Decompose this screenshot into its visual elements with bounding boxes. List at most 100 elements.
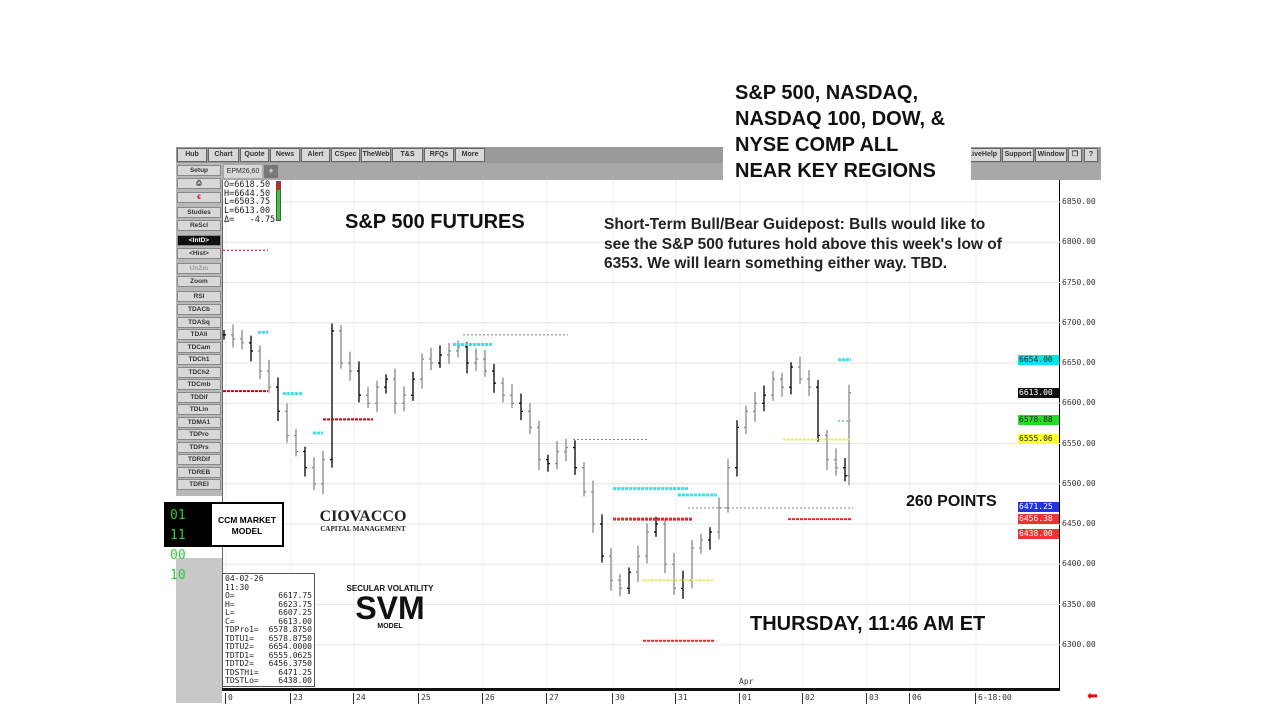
- price-bar: [240, 329, 244, 350]
- toolbar-button-hub[interactable]: Hub: [177, 148, 207, 162]
- price-bar: [357, 361, 361, 403]
- data-row: L= 6607.25: [225, 608, 312, 618]
- side-button-tdma1[interactable]: TDMA1: [177, 417, 221, 428]
- toolbar-button-window[interactable]: Window: [1035, 148, 1067, 162]
- timestamp-note: THURSDAY, 11:46 AM ET: [750, 613, 986, 635]
- volume-bar-indicator: [276, 181, 281, 221]
- data-row: C= 6613.00: [225, 616, 312, 627]
- side-button-tdprs[interactable]: TDPrs: [177, 442, 221, 453]
- data-value: 6578.8750: [268, 625, 312, 634]
- price-bar: [321, 450, 325, 495]
- price-bar: [834, 448, 838, 476]
- price-bar: [312, 457, 316, 491]
- price-bar: [438, 345, 442, 368]
- side-button-tdch1[interactable]: TDCh1: [177, 354, 221, 365]
- price-bar: [465, 342, 469, 374]
- side-button-zoom[interactable]: Zoom: [177, 276, 221, 287]
- toolbar-button-ts[interactable]: T&S: [392, 148, 423, 162]
- price-bar: [519, 393, 523, 421]
- side-button-tdreb[interactable]: TDREB: [177, 467, 221, 478]
- price-axis[interactable]: 6300.00 6350.00 6400.00 6450.00 6500.00 6550.…: [1060, 180, 1101, 703]
- side-button-setup[interactable]: Setup: [177, 165, 221, 176]
- toolbar-button-chart[interactable]: Chart: [208, 148, 239, 162]
- price-tick-label: 6450.00: [1062, 519, 1096, 528]
- price-bar: [285, 403, 289, 443]
- side-button-intd[interactable]: <IntD>: [177, 235, 221, 246]
- side-button-tdali[interactable]: TDAli: [177, 329, 221, 340]
- price-bar: [330, 323, 334, 468]
- toolbar-button-alert[interactable]: Alert: [301, 148, 330, 162]
- price-chart[interactable]: [222, 180, 1061, 690]
- data-value: 6613.00: [278, 616, 312, 626]
- price-bar: [591, 480, 595, 533]
- price-tick-label: 6700.00: [1062, 317, 1096, 327]
- side-button-tdlin[interactable]: TDLin: [177, 404, 221, 415]
- toolbar-button-restore[interactable]: ❐: [1068, 148, 1082, 162]
- ohlc-header: O=6618.50 H=6644.50 L=6503.75 L=6613.00 Δ= -…: [224, 181, 275, 225]
- time-tick-label: 24: [353, 693, 366, 704]
- toolbar-button-quote[interactable]: Quote: [240, 148, 269, 162]
- side-button-tdasq[interactable]: TDASq: [177, 317, 221, 328]
- price-tick-label: 6850.00: [1062, 197, 1096, 206]
- price-bar: [555, 441, 559, 470]
- price-tick-label: 6750.00: [1062, 277, 1096, 287]
- side-button-tdpro[interactable]: TDPro: [177, 429, 221, 440]
- scroll-left-arrow-icon[interactable]: ⬅: [1087, 688, 1098, 703]
- price-bar: [528, 403, 532, 434]
- toolbar-button-theweb[interactable]: TheWeb: [361, 148, 391, 162]
- price-tag: 6654.00: [1018, 354, 1059, 365]
- time-tick-label: 31: [675, 693, 688, 704]
- side-button-tddif[interactable]: TDDif: [177, 392, 221, 403]
- price-tick-label: 6350.00: [1062, 599, 1096, 609]
- side-button-unzm[interactable]: UnZm: [177, 263, 221, 274]
- price-bar: [249, 335, 253, 362]
- price-bar: [492, 363, 496, 393]
- toolbar-button-cspec[interactable]: CSpec: [331, 148, 360, 162]
- side-button-exit[interactable]: €: [177, 192, 221, 203]
- price-bar: [411, 371, 415, 401]
- price-bar: [303, 446, 307, 477]
- data-value: 6617.75: [278, 591, 312, 600]
- price-bar: [429, 347, 433, 371]
- price-bar: [402, 386, 406, 412]
- price-bar: [267, 359, 271, 393]
- price-bar: [708, 527, 712, 550]
- data-value: 6456.3750: [268, 659, 312, 668]
- side-button-tdrdif[interactable]: TDRDif: [177, 454, 221, 465]
- side-button-rsi[interactable]: RSI: [177, 291, 221, 302]
- side-button-tdch2[interactable]: TDCh2: [177, 367, 221, 378]
- time-tick-label: 01: [739, 693, 752, 704]
- price-bar: [564, 438, 568, 462]
- time-tick-label: 25: [418, 693, 431, 704]
- price-bar: [609, 548, 613, 591]
- time-axis[interactable]: 0 23 24 25 26 27 30 31 01 02 03 06 6-18:00: [222, 688, 1060, 704]
- price-bar: [573, 440, 577, 475]
- price-bar: [672, 552, 676, 595]
- side-button-tdacb[interactable]: TDACb: [177, 304, 221, 315]
- price-bar: [348, 351, 352, 381]
- toolbar-button-rfqs[interactable]: RFQs: [424, 148, 454, 162]
- toolbar-button-support[interactable]: Support: [1002, 148, 1034, 162]
- data-value: 6607.25: [278, 608, 312, 617]
- price-bar: [744, 405, 748, 434]
- price-bar: [231, 324, 235, 348]
- headline-line: NYSE COMP ALL: [735, 134, 899, 156]
- toolbar-button-news[interactable]: News: [270, 148, 300, 162]
- price-bar: [789, 362, 793, 395]
- side-button-hist[interactable]: <Hist>: [177, 248, 221, 259]
- side-button-tdrei[interactable]: TDREI: [177, 479, 221, 490]
- price-tag: 6613.00: [1018, 387, 1059, 398]
- price-bar: [699, 533, 703, 554]
- toolbar-button-more[interactable]: More: [455, 148, 485, 162]
- toolbar-button-help[interactable]: ?: [1084, 148, 1098, 162]
- side-button-studies[interactable]: Studies: [177, 207, 221, 218]
- side-button-tdcam[interactable]: TDCam: [177, 342, 221, 353]
- side-button-print[interactable]: ⎙: [177, 178, 221, 189]
- price-tag: 6438.00: [1018, 528, 1059, 539]
- data-label: TDSTHi=: [225, 667, 259, 677]
- side-button-tdcmb[interactable]: TDCmb: [177, 379, 221, 390]
- add-tab-button[interactable]: +: [264, 165, 278, 178]
- price-bar: [627, 567, 631, 595]
- tab-symbol[interactable]: EPM26,60: [224, 165, 262, 178]
- side-button-rescl[interactable]: ReScl: [177, 220, 221, 231]
